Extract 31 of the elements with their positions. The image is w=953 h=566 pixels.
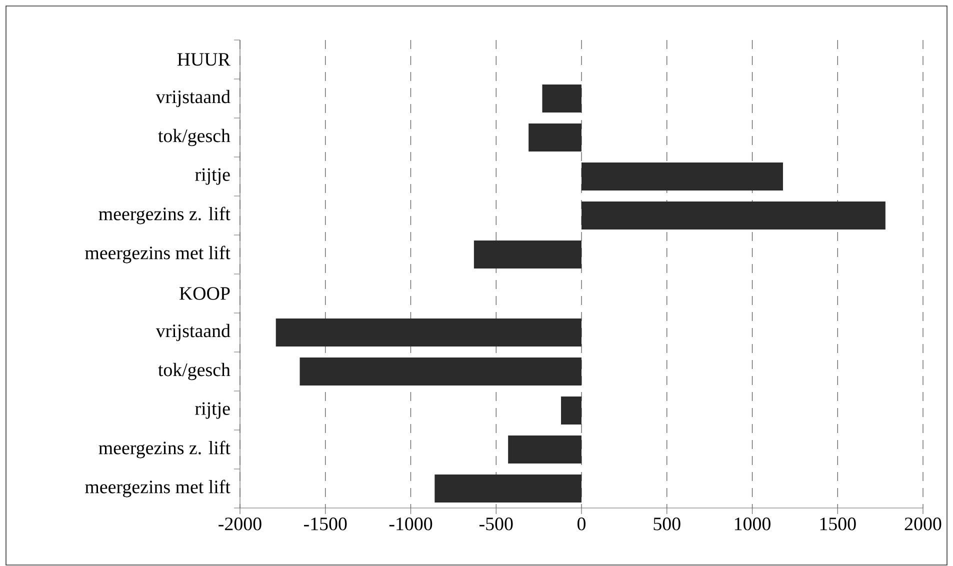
y-tick-label: vrijstaand [156,90,230,108]
bar [561,396,582,425]
x-tick-label: 1500 [820,518,856,530]
x-tick-label: -500 [479,518,513,530]
bar [508,435,582,464]
y-tick-label: tok/gesch [158,128,230,146]
y-tick-label: HUUR [177,53,230,66]
y-tick-label: KOOP [179,287,230,300]
x-tick-label: -2000 [218,518,262,530]
y-tick-label: vrijstaand [156,324,230,342]
y-tick-label: meergezins z. lift [98,440,230,458]
x-tick-label: 2000 [904,518,942,530]
y-tick-label: meergezins z. lift [98,206,230,224]
bar [542,84,582,113]
bar [434,474,582,503]
bar [582,162,783,191]
bar [528,123,582,152]
x-tick-label: -1500 [304,518,347,530]
x-tick-label: 0 [577,518,586,530]
y-tick-label: meergezins met lift [85,480,230,498]
x-tick-label: 1000 [734,518,770,530]
y-tick-label: meergezins met lift [85,246,230,264]
bar [276,318,582,347]
bar [474,240,582,269]
bar [300,357,582,386]
x-tick-label: 500 [654,518,680,530]
bar [582,201,886,230]
y-tick-label: tok/gesch [158,362,230,380]
y-tick-label: rijtje [195,168,230,185]
y-tick-label: rijtje [195,402,230,419]
x-tick-label: -1000 [389,518,432,530]
